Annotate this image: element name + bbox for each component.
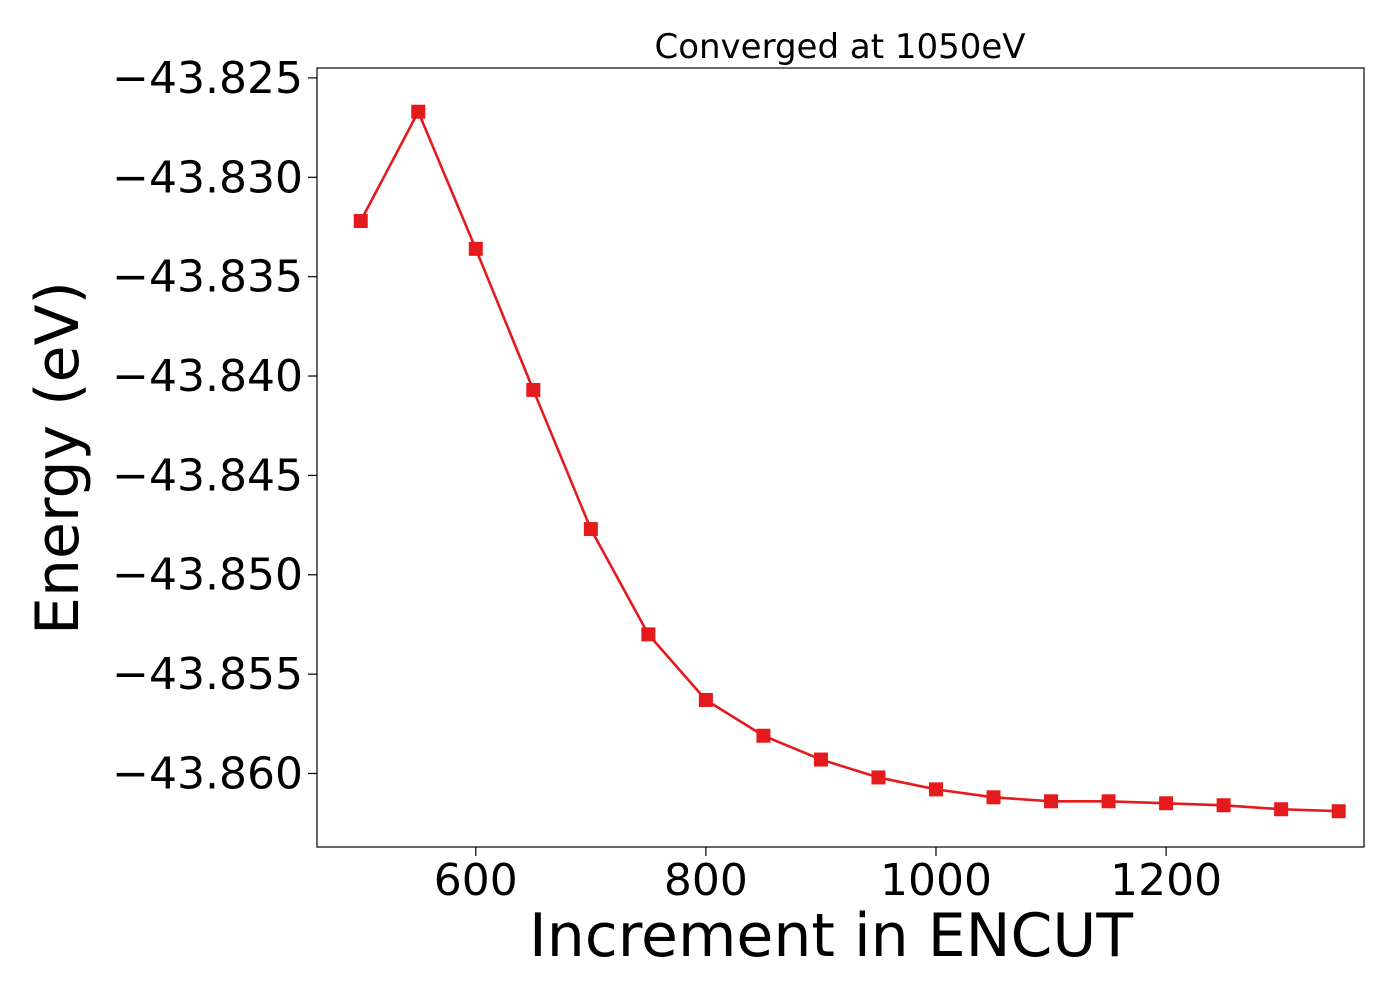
series-layer	[353, 104, 1346, 819]
data-point	[411, 104, 426, 119]
y-tick-label: −43.825	[112, 53, 303, 104]
data-point	[1274, 802, 1289, 817]
data-point	[1331, 804, 1346, 819]
plot-frame	[316, 67, 1365, 848]
data-point	[813, 752, 828, 767]
data-point	[986, 790, 1001, 805]
series-line	[359, 108, 1339, 813]
x-tick-label: 800	[664, 855, 748, 906]
y-tick-label: −43.845	[112, 450, 303, 501]
data-point	[641, 627, 656, 642]
data-point	[1216, 798, 1231, 813]
x-axis: 600 800 1000 1200	[434, 847, 1222, 906]
y-tick-label: −43.840	[112, 351, 303, 402]
y-tick-label: −43.830	[112, 152, 303, 203]
x-tick-label: 1000	[880, 855, 992, 906]
plot-area	[316, 67, 1365, 848]
data-point	[353, 214, 368, 229]
x-tick-label: 600	[434, 855, 518, 906]
data-point	[1159, 796, 1174, 811]
data-point	[526, 382, 541, 397]
x-axis-label: Increment in ENCUT	[529, 901, 1133, 971]
y-tick-label: −43.860	[112, 748, 303, 799]
chart-title: Converged at 1050eV	[654, 27, 1025, 67]
y-tick-label: −43.850	[112, 550, 303, 601]
y-axis-label: Energy (eV)	[23, 281, 93, 635]
data-point	[1101, 794, 1116, 809]
data-point	[756, 728, 771, 743]
x-tick-label: 1200	[1110, 855, 1222, 906]
data-point	[583, 522, 598, 537]
data-point	[1044, 794, 1059, 809]
y-tick-label: −43.855	[112, 649, 303, 700]
data-point	[468, 241, 483, 256]
y-axis: −43.825 −43.830 −43.835 −43.840 −43.845 −43.8…	[112, 53, 317, 799]
y-tick-label: −43.835	[112, 252, 303, 303]
data-point	[871, 770, 886, 785]
data-point	[928, 782, 943, 797]
data-point	[698, 692, 713, 707]
